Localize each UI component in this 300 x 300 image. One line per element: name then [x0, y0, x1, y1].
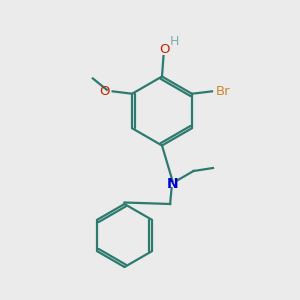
Text: N: N [167, 178, 178, 191]
Text: Br: Br [216, 85, 230, 98]
Text: O: O [159, 43, 170, 56]
Text: H: H [169, 35, 179, 48]
Text: O: O [99, 85, 109, 98]
